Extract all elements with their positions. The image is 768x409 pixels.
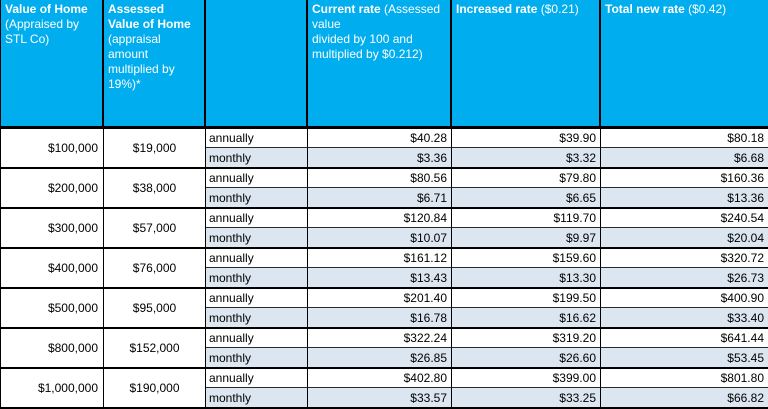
table-row-group: $500,000 $95,000 annually $201.40 $199.5…: [1, 289, 768, 329]
home-value-cell[interactable]: $1,000,000: [1, 369, 104, 407]
home-value-cell[interactable]: $100,000: [1, 129, 104, 167]
total-rate-cell[interactable]: $53.45: [601, 348, 768, 367]
total-rate-cell[interactable]: $320.72: [601, 249, 768, 268]
current-rate-cell[interactable]: $6.71: [308, 188, 452, 207]
total-rate-cell[interactable]: $33.40: [601, 308, 768, 327]
header-current-rate[interactable]: Current rate (Assessed value divided by …: [308, 0, 452, 126]
current-rate-cell[interactable]: $40.28: [308, 129, 452, 148]
current-rate-cell[interactable]: $3.36: [308, 148, 452, 167]
current-rate-cell[interactable]: $120.84: [308, 209, 452, 228]
table-row-group: $300,000 $57,000 annually $120.84 $119.7…: [1, 209, 768, 249]
current-rate-cell[interactable]: $26.85: [308, 348, 452, 367]
increased-rate-cell[interactable]: $9.97: [452, 228, 601, 247]
increased-rate-cell[interactable]: $119.70: [452, 209, 601, 228]
assessed-value-cell[interactable]: $38,000: [104, 169, 206, 207]
table-row-group: $800,000 $152,000 annually $322.24 $319.…: [1, 329, 768, 369]
total-rate-cell[interactable]: $13.36: [601, 188, 768, 207]
header-period-blank[interactable]: [206, 0, 308, 126]
header-sub-text: (Assessed value divided by 100 and multi…: [312, 2, 441, 61]
period-label-monthly[interactable]: monthly: [206, 228, 308, 247]
header-increased-rate[interactable]: Increased rate ($0.21): [452, 0, 601, 126]
increased-rate-cell[interactable]: $16.62: [452, 308, 601, 327]
increased-rate-cell[interactable]: $319.20: [452, 329, 601, 348]
period-label-annually[interactable]: annually: [206, 369, 308, 388]
header-bold-text: Assessed Value of Home: [108, 2, 191, 31]
period-label-monthly[interactable]: monthly: [206, 348, 308, 367]
increased-rate-cell[interactable]: $399.00: [452, 369, 601, 388]
assessed-value-cell[interactable]: $76,000: [104, 249, 206, 287]
period-label-annually[interactable]: annually: [206, 129, 308, 148]
total-rate-cell[interactable]: $80.18: [601, 129, 768, 148]
period-label-annually[interactable]: annually: [206, 329, 308, 348]
period-label-monthly[interactable]: monthly: [206, 188, 308, 207]
assessed-value-cell[interactable]: $152,000: [104, 329, 206, 367]
current-rate-cell[interactable]: $33.57: [308, 388, 452, 407]
home-value-cell[interactable]: $500,000: [1, 289, 104, 327]
increased-rate-cell[interactable]: $6.65: [452, 188, 601, 207]
increased-rate-cell[interactable]: $13.30: [452, 268, 601, 287]
table-row-group: $100,000 $19,000 annually $40.28 $39.90 …: [1, 129, 768, 169]
home-value-cell[interactable]: $400,000: [1, 249, 104, 287]
total-rate-cell[interactable]: $6.68: [601, 148, 768, 167]
assessed-value-cell[interactable]: $95,000: [104, 289, 206, 327]
home-value-cell[interactable]: $800,000: [1, 329, 104, 367]
current-rate-cell[interactable]: $80.56: [308, 169, 452, 188]
home-value-cell[interactable]: $300,000: [1, 209, 104, 247]
header-assessed-value[interactable]: Assessed Value of Home (appraisal amount…: [104, 0, 206, 126]
header-sub-text: ($0.21): [537, 2, 579, 16]
total-rate-cell[interactable]: $20.04: [601, 228, 768, 247]
total-rate-cell[interactable]: $66.82: [601, 388, 768, 407]
assessed-value-cell[interactable]: $57,000: [104, 209, 206, 247]
total-rate-cell[interactable]: $160.36: [601, 169, 768, 188]
increased-rate-cell[interactable]: $26.60: [452, 348, 601, 367]
increased-rate-cell[interactable]: $3.32: [452, 148, 601, 167]
increased-rate-cell[interactable]: $199.50: [452, 289, 601, 308]
table-header-row: Value of Home (Appraised by STL Co) Asse…: [1, 0, 768, 129]
period-label-monthly[interactable]: monthly: [206, 148, 308, 167]
header-bold-text: Current rate: [312, 2, 381, 16]
current-rate-cell[interactable]: $402.80: [308, 369, 452, 388]
current-rate-cell[interactable]: $201.40: [308, 289, 452, 308]
header-bold-text: Value of Home: [5, 2, 88, 16]
period-label-annually[interactable]: annually: [206, 209, 308, 228]
assessed-value-cell[interactable]: $190,000: [104, 369, 206, 407]
table-row-group: $200,000 $38,000 annually $80.56 $79.80 …: [1, 169, 768, 209]
period-label-monthly[interactable]: monthly: [206, 268, 308, 287]
total-rate-cell[interactable]: $240.54: [601, 209, 768, 228]
total-rate-cell[interactable]: $26.73: [601, 268, 768, 287]
header-bold-text: Total new rate: [605, 2, 685, 16]
header-value-of-home[interactable]: Value of Home (Appraised by STL Co): [1, 0, 104, 126]
table-row-group: $400,000 $76,000 annually $161.12 $159.6…: [1, 249, 768, 289]
header-total-new-rate[interactable]: Total new rate ($0.42): [601, 0, 768, 126]
period-label-annually[interactable]: annually: [206, 289, 308, 308]
period-label-annually[interactable]: annually: [206, 249, 308, 268]
total-rate-cell[interactable]: $641.44: [601, 329, 768, 348]
current-rate-cell[interactable]: $161.12: [308, 249, 452, 268]
table-row-group: $1,000,000 $190,000 annually $402.80 $39…: [1, 369, 768, 409]
current-rate-cell[interactable]: $16.78: [308, 308, 452, 327]
header-sub-text: (Appraised by STL Co): [5, 17, 80, 46]
period-label-monthly[interactable]: monthly: [206, 308, 308, 327]
current-rate-cell[interactable]: $10.07: [308, 228, 452, 247]
current-rate-cell[interactable]: $322.24: [308, 329, 452, 348]
period-label-monthly[interactable]: monthly: [206, 388, 308, 407]
increased-rate-cell[interactable]: $39.90: [452, 129, 601, 148]
increased-rate-cell[interactable]: $33.25: [452, 388, 601, 407]
total-rate-cell[interactable]: $801.80: [601, 369, 768, 388]
header-sub-text: (appraisal amount multiplied by 19%)*: [108, 32, 175, 91]
home-value-cell[interactable]: $200,000: [1, 169, 104, 207]
header-bold-text: Increased rate: [456, 2, 538, 16]
header-sub-text: ($0.42): [684, 2, 727, 16]
increased-rate-cell[interactable]: $159.60: [452, 249, 601, 268]
current-rate-cell[interactable]: $13.43: [308, 268, 452, 287]
increased-rate-cell[interactable]: $79.80: [452, 169, 601, 188]
assessed-value-cell[interactable]: $19,000: [104, 129, 206, 167]
period-label-annually[interactable]: annually: [206, 169, 308, 188]
total-rate-cell[interactable]: $400.90: [601, 289, 768, 308]
